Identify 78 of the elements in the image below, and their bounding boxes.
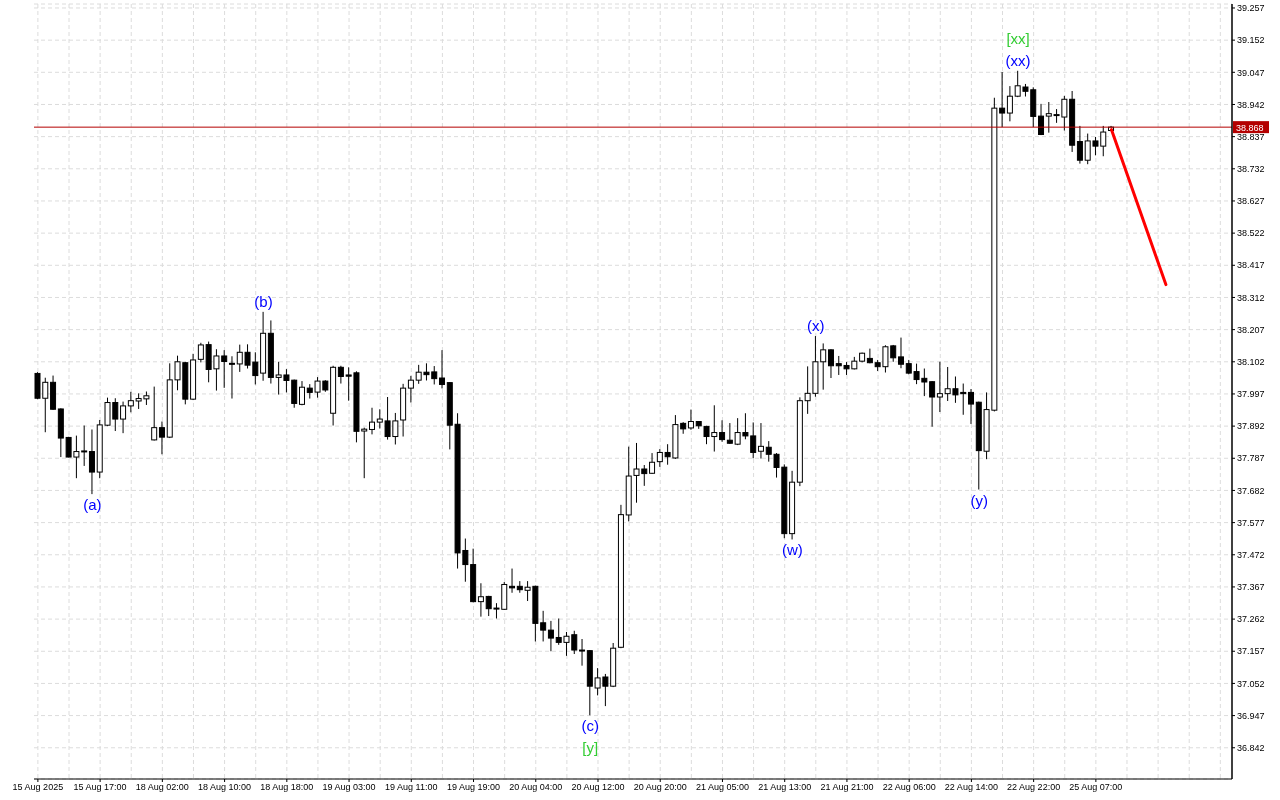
x-tick-label: 18 Aug 18:00 — [260, 782, 314, 793]
annotation: [xx] — [1006, 29, 1030, 47]
y-tick-label: 37.472 — [1237, 549, 1265, 560]
y-tick-label: 39.152 — [1237, 35, 1265, 46]
y-tick-label: 37.892 — [1237, 421, 1265, 432]
annotation: (b) — [254, 292, 273, 310]
candlestick — [369, 407, 376, 435]
y-tick-label: 38.207 — [1237, 324, 1265, 335]
candlestick — [757, 422, 764, 460]
y-tick-label: 38.102 — [1237, 356, 1265, 367]
annotation: [y] — [582, 739, 599, 757]
candlestick — [897, 337, 904, 369]
y-tick-label: 36.947 — [1237, 710, 1265, 721]
y-tick-label: 37.052 — [1237, 678, 1265, 689]
candlestick — [158, 421, 165, 455]
x-tick-label: 18 Aug 02:00 — [135, 782, 189, 793]
candlestick — [936, 361, 943, 413]
y-tick-label: 38.627 — [1237, 196, 1265, 207]
y-tick-label: 36.842 — [1237, 742, 1265, 753]
candlestick — [866, 348, 873, 364]
annotation: (xx) — [1005, 51, 1031, 69]
y-tick-label: 38.837 — [1237, 131, 1265, 142]
y-tick-label: 38.417 — [1237, 260, 1265, 271]
candlestick — [120, 401, 127, 434]
annotation: (a) — [83, 496, 102, 514]
candlestick — [1076, 125, 1083, 165]
x-tick-label: 20 Aug 04:00 — [509, 782, 563, 793]
y-tick-label: 37.157 — [1237, 646, 1265, 657]
x-tick-label: 20 Aug 20:00 — [633, 782, 687, 793]
candlestick — [88, 428, 95, 495]
x-tick-label: 20 Aug 12:00 — [571, 782, 625, 793]
annotation: (w) — [782, 541, 803, 559]
y-tick-label: 38.522 — [1237, 228, 1265, 239]
candlestick — [649, 452, 656, 475]
x-tick-label: 22 Aug 22:00 — [1007, 782, 1061, 793]
x-tick-label: 15 Aug 2025 — [12, 782, 64, 793]
y-tick-label: 38.732 — [1237, 164, 1265, 174]
x-tick-label: 18 Aug 10:00 — [198, 782, 252, 793]
candlestick — [999, 71, 1006, 128]
candlestick — [1006, 85, 1013, 122]
candlestick — [579, 638, 586, 667]
candlestick — [407, 375, 414, 404]
y-tick-label: 38.942 — [1237, 99, 1265, 110]
candlestick — [827, 348, 834, 379]
y-tick-label: 37.682 — [1237, 485, 1265, 496]
candlestick — [509, 568, 516, 594]
candlestick — [151, 386, 158, 442]
x-tick-label: 19 Aug 03:00 — [322, 782, 376, 793]
candlestick — [547, 620, 554, 652]
x-tick-label: 25 Aug 07:00 — [1069, 782, 1123, 793]
candlestick — [968, 388, 975, 425]
candlestick — [477, 582, 484, 618]
y-tick-label: 37.787 — [1237, 453, 1265, 464]
y-tick-label: 37.367 — [1237, 582, 1265, 593]
y-tick-label: 37.262 — [1237, 614, 1265, 625]
x-tick-label: 21 Aug 13:00 — [758, 782, 812, 793]
annotation: (c) — [581, 717, 599, 735]
x-tick-label: 21 Aug 21:00 — [820, 782, 874, 793]
x-tick-label: 19 Aug 19:00 — [446, 782, 501, 793]
y-tick-label: 39.047 — [1237, 67, 1265, 78]
candlestick — [719, 419, 726, 443]
candlestick — [929, 380, 936, 428]
candlestick — [687, 409, 694, 431]
candlestick — [298, 380, 305, 406]
x-tick-label: 19 Aug 11:00 — [385, 782, 438, 793]
annotation: (y) — [970, 491, 988, 509]
x-tick-label: 15 Aug 17:00 — [73, 782, 127, 793]
candlestick — [228, 355, 235, 400]
candlestick — [439, 349, 446, 389]
x-tick-label: 22 Aug 06:00 — [882, 782, 936, 793]
y-tick-label: 37.577 — [1237, 517, 1265, 528]
x-tick-label: 21 Aug 05:00 — [695, 782, 749, 793]
y-tick-label: 38.312 — [1237, 292, 1265, 303]
annotation: (x) — [807, 317, 825, 335]
ref-line-label: 38.868 — [1236, 122, 1264, 133]
y-tick-label: 37.997 — [1237, 389, 1265, 400]
x-tick-label: 22 Aug 14:00 — [944, 782, 998, 793]
y-tick-label: 39.257 — [1237, 3, 1265, 14]
